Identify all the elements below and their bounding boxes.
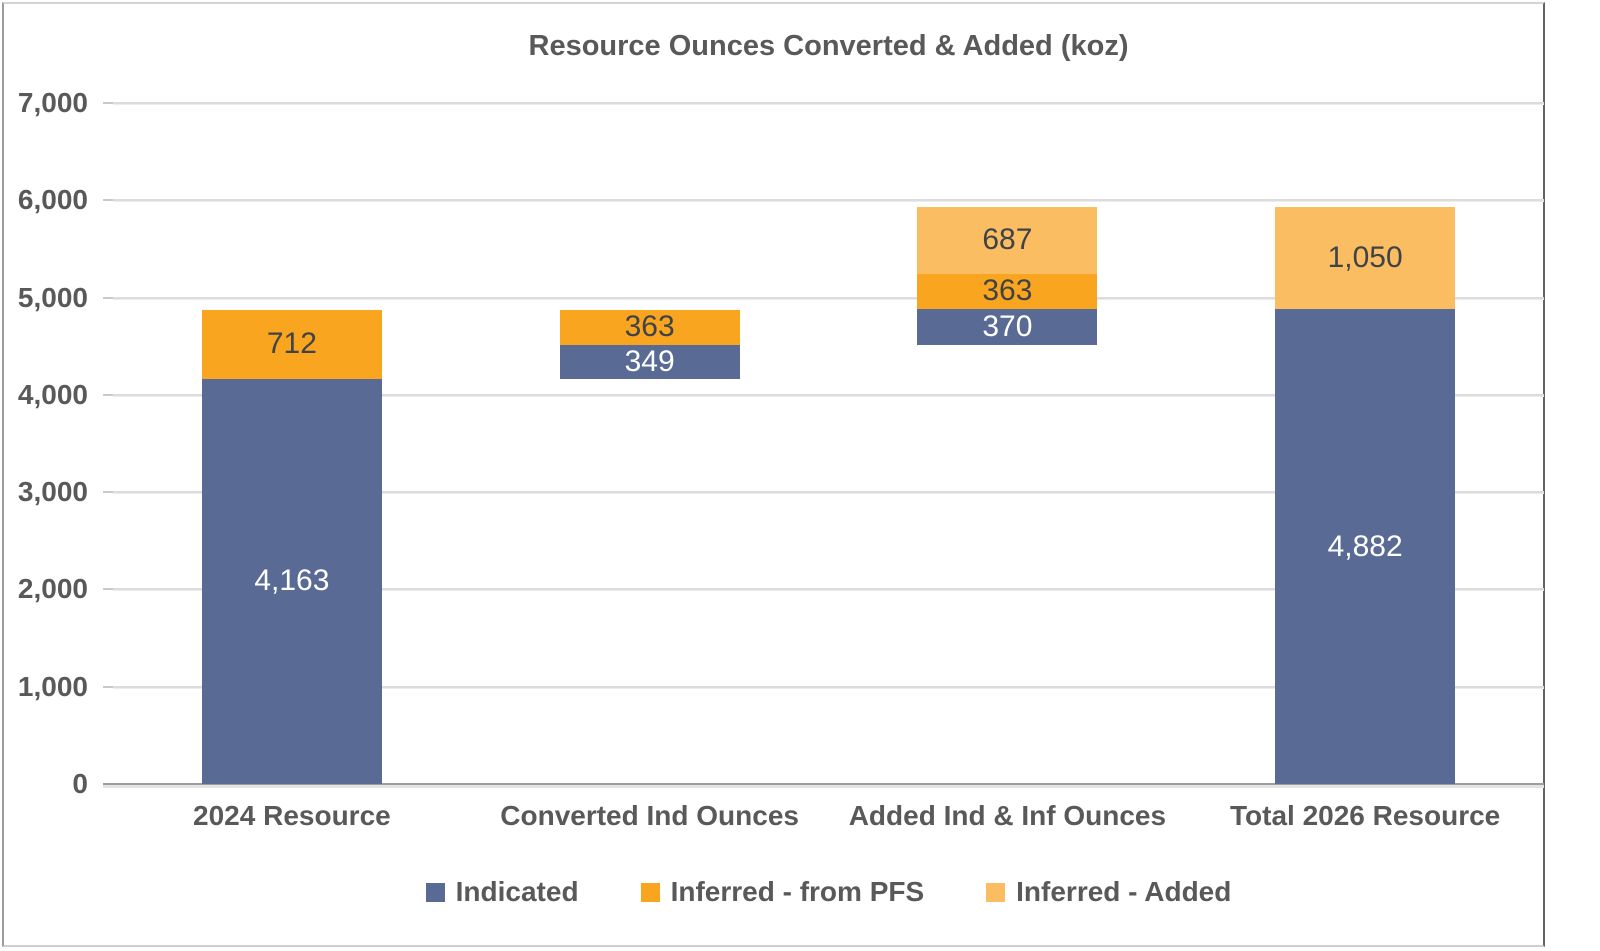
bar-segment: 687 (917, 206, 1098, 274)
bar-value-label: 1,050 (1327, 240, 1403, 274)
legend-swatch-icon (986, 882, 1006, 902)
bar-segment: 1,050 (1275, 206, 1456, 310)
legend-item: Indicated (425, 876, 579, 908)
bar-segment: 4,882 (1275, 309, 1456, 784)
bar-value-label: 4,882 (1327, 529, 1403, 563)
legend-label: Indicated (455, 876, 579, 907)
x-axis-category-label: Converted Ind Ounces (500, 800, 799, 831)
x-axis-category-label: Total 2026 Resource (1229, 800, 1501, 831)
bar-segment: 4,163 (201, 378, 382, 784)
y-axis-tick-label: 2,000 (17, 573, 88, 605)
bar-segment: 363 (917, 273, 1098, 310)
y-axis-tick-label: 3,000 (17, 476, 88, 508)
axis-tick (103, 102, 113, 104)
bar-segment: 363 (559, 309, 740, 346)
chart-legend: Indicated Inferred - from PFS Inferred - A… (113, 876, 1544, 908)
y-axis-tick-label: 5,000 (17, 281, 88, 313)
gridline (113, 296, 1544, 300)
x-axis-category-label: Added Ind & Inf Ounces (848, 800, 1167, 831)
gridline (113, 491, 1544, 495)
y-axis-tick-label: 1,000 (17, 670, 88, 702)
legend-swatch-icon (425, 882, 445, 902)
bar-value-label: 363 (982, 274, 1033, 308)
chart-title: Resource Ounces Converted & Added (koz) (528, 30, 1129, 62)
axis-tick (103, 491, 113, 494)
legend-label: Inferred - Added (1016, 876, 1232, 907)
bar-segment: 712 (201, 309, 382, 379)
x-axis-category-label: 2024 Resource (193, 800, 391, 831)
legend-item: Inferred - Added (986, 876, 1231, 908)
gridline (113, 588, 1544, 592)
gridline (113, 393, 1544, 397)
y-axis-tick-label: 4,000 (17, 378, 88, 410)
bar-value-label: 687 (982, 223, 1033, 257)
bar-segment: 370 (917, 309, 1098, 346)
bar-value-label: 363 (624, 310, 675, 344)
axis-tick (103, 199, 113, 202)
bar-segment: 349 (559, 345, 740, 379)
axis-tick (103, 296, 113, 299)
legend-label: Inferred - from PFS (670, 876, 925, 907)
y-axis-tick-label: 6,000 (17, 184, 88, 216)
gridline (113, 685, 1544, 689)
bar-value-label: 349 (624, 345, 675, 378)
bar-value-label: 370 (982, 310, 1033, 344)
axis-tick (103, 685, 113, 688)
legend-item: Inferred - from PFS (640, 876, 925, 908)
gridline (113, 102, 1544, 105)
legend-swatch-icon (640, 882, 660, 902)
y-axis-tick-label: 7,000 (17, 87, 88, 118)
y-axis-tick-label: 0 (72, 768, 88, 799)
bar-value-label: 712 (266, 327, 317, 361)
x-axis-line (103, 783, 1544, 788)
axis-tick (103, 588, 113, 591)
gridline (113, 199, 1544, 203)
bar-value-label: 4,163 (254, 564, 330, 598)
axis-tick (103, 393, 113, 396)
